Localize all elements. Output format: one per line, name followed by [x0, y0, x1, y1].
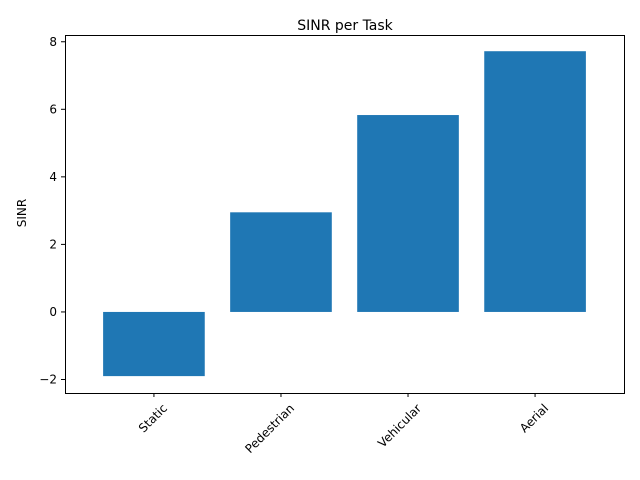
y-tick-label: −2 [39, 372, 57, 386]
x-tick-label: Vehicular [375, 401, 424, 450]
y-tick-label: 4 [49, 170, 57, 184]
y-axis-label: SINR [15, 199, 29, 227]
y-tick-label: 8 [49, 35, 57, 49]
x-tick-label: Static [136, 401, 170, 435]
bar-static [103, 311, 205, 377]
bar-pedestrian [230, 212, 332, 312]
bars-group [103, 51, 586, 377]
x-tick-label: Aerial [517, 401, 551, 435]
x-ticks-group: Static Pedestrian Vehicular Aerial [136, 393, 551, 456]
y-tick-label: 0 [49, 305, 57, 319]
y-tick-label: 2 [49, 237, 57, 251]
bar-aerial [484, 51, 586, 312]
y-tick-label: 6 [49, 102, 57, 116]
bar-vehicular [357, 115, 459, 312]
x-tick-label: Pedestrian [242, 401, 297, 456]
plot-frame [65, 35, 625, 394]
chart-title: SINR per Task [297, 18, 393, 34]
y-ticks-group: −2 0 2 4 6 8 [39, 35, 65, 386]
